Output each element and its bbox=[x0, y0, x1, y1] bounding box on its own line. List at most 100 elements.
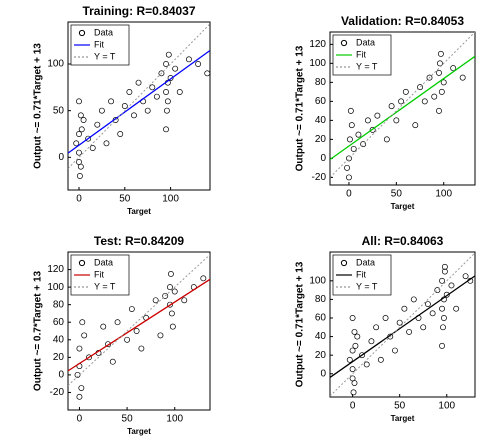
y-tick-label: 40 bbox=[315, 331, 327, 342]
legend-label: Data bbox=[94, 257, 113, 267]
data-point bbox=[171, 288, 178, 295]
data-point bbox=[86, 354, 92, 361]
x-tick-label: 100 bbox=[435, 189, 452, 200]
data-point bbox=[98, 107, 105, 114]
x-tick-label: 50 bbox=[391, 189, 403, 200]
data-point bbox=[76, 98, 82, 105]
legend bbox=[70, 254, 130, 296]
data-point bbox=[439, 305, 445, 312]
x-axis-label: Target bbox=[391, 202, 415, 211]
data-point bbox=[349, 375, 356, 382]
x-axis-label: Target bbox=[127, 427, 151, 436]
legend-label: Data bbox=[94, 27, 113, 37]
legend-marker bbox=[78, 259, 86, 267]
data-point bbox=[388, 103, 395, 110]
data-point bbox=[424, 301, 431, 308]
data-point bbox=[200, 275, 207, 282]
data-point bbox=[420, 324, 427, 331]
x-tick-label: 50 bbox=[119, 194, 131, 205]
legend-label: Data bbox=[356, 37, 375, 47]
y-tick-label: 80 bbox=[315, 294, 327, 305]
data-point bbox=[105, 341, 111, 348]
y-tick-label: 20 bbox=[53, 352, 65, 363]
data-point bbox=[417, 84, 423, 91]
data-point bbox=[441, 263, 448, 270]
data-point bbox=[347, 107, 354, 114]
data-point bbox=[85, 135, 92, 142]
y-tick-label: 50 bbox=[53, 105, 65, 116]
y-tick-label: 0 bbox=[58, 370, 64, 381]
data-point bbox=[392, 347, 398, 354]
data-point bbox=[346, 136, 353, 143]
data-point bbox=[138, 345, 145, 352]
legend-label: Y = T bbox=[356, 281, 378, 291]
data-point bbox=[76, 159, 82, 165]
data-point bbox=[436, 60, 443, 67]
y-axis-label: Output ~= 0.7*Target + 13 bbox=[33, 271, 44, 392]
data-point bbox=[195, 61, 202, 67]
fit-line bbox=[68, 278, 210, 372]
y-tick-label: 100 bbox=[47, 59, 64, 70]
data-point bbox=[167, 301, 173, 308]
data-point bbox=[153, 93, 160, 100]
data-point bbox=[76, 173, 83, 179]
data-point bbox=[439, 342, 445, 349]
data-point bbox=[363, 361, 370, 368]
data-point bbox=[421, 98, 428, 105]
data-point bbox=[126, 89, 133, 95]
y-tick-label: 40 bbox=[315, 115, 327, 126]
data-point bbox=[393, 117, 400, 124]
y-tick-label: 60 bbox=[315, 96, 327, 107]
data-point bbox=[441, 268, 448, 275]
data-point bbox=[114, 319, 121, 326]
legend-label: Fit bbox=[356, 269, 366, 279]
chart-title: Validation: R=0.84053 bbox=[341, 14, 464, 28]
y-tick-label: 20 bbox=[315, 350, 327, 361]
data-point bbox=[364, 117, 371, 124]
data-point bbox=[89, 145, 96, 151]
data-point bbox=[369, 126, 376, 133]
data-point bbox=[108, 98, 115, 105]
data-point bbox=[383, 136, 390, 143]
data-point bbox=[368, 338, 375, 345]
x-tick-label: 0 bbox=[350, 401, 356, 412]
data-point bbox=[398, 98, 405, 105]
data-point bbox=[448, 282, 455, 289]
data-point bbox=[157, 332, 164, 339]
y-tick-label: 0 bbox=[320, 153, 326, 164]
y-tick-label: 80 bbox=[315, 77, 327, 88]
legend-label: Fit bbox=[94, 39, 104, 49]
data-point bbox=[163, 107, 170, 114]
identity-line bbox=[68, 254, 210, 386]
x-tick-label: 0 bbox=[77, 414, 83, 425]
data-point bbox=[354, 333, 361, 340]
data-point bbox=[135, 79, 142, 86]
data-point bbox=[344, 164, 351, 171]
data-point bbox=[373, 324, 380, 331]
data-point bbox=[169, 323, 176, 330]
data-point bbox=[167, 284, 173, 291]
data-point bbox=[346, 174, 352, 181]
data-point bbox=[163, 61, 169, 67]
data-point bbox=[167, 270, 174, 277]
y-axis-label: Output ~= 0.71*Target + 13 bbox=[33, 43, 44, 169]
y-axis-label: Output ~= 0.71*Target + 13 bbox=[295, 45, 306, 171]
data-point bbox=[144, 107, 151, 114]
data-point bbox=[163, 126, 169, 133]
chart-title: Test: R=0.84209 bbox=[94, 234, 184, 248]
data-point bbox=[133, 328, 140, 334]
data-point bbox=[76, 149, 82, 156]
legend-label: Fit bbox=[94, 269, 104, 279]
data-point bbox=[360, 141, 367, 148]
legend-marker bbox=[340, 259, 348, 267]
data-point bbox=[436, 69, 442, 76]
plot-content bbox=[68, 254, 210, 400]
y-tick-label: 20 bbox=[315, 134, 327, 145]
chart-title: All: R=0.84063 bbox=[362, 234, 444, 248]
data-point bbox=[76, 345, 83, 352]
data-point bbox=[204, 70, 210, 77]
y-tick-label: -20 bbox=[312, 172, 327, 183]
x-tick-label: 0 bbox=[346, 189, 352, 200]
data-point bbox=[346, 356, 353, 363]
